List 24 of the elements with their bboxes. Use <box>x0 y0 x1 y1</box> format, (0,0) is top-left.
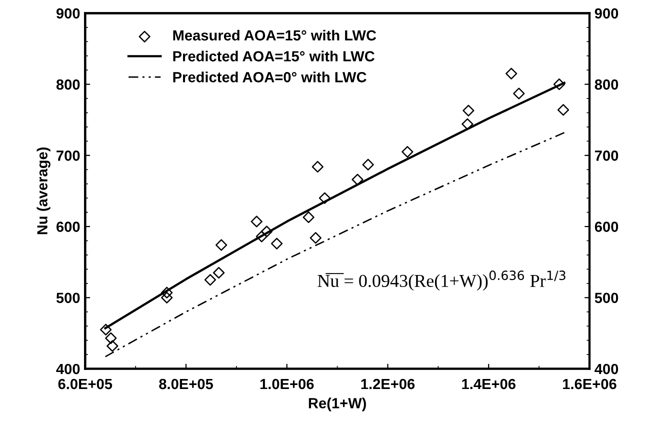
x-tick-label: 8.0E+05 <box>159 378 213 390</box>
x-tick-label: 1.0E+06 <box>260 378 314 390</box>
legend-label: Predicted AOA=15° with LWC <box>173 50 374 62</box>
annotation: N̅u̅ = 0.0943(Re(1+W))$^{0.636}$ Pr$^{1/3}$ <box>318 270 566 291</box>
y-tick-label: 600 <box>56 222 80 232</box>
y-tick-label: 900 <box>56 8 80 19</box>
y2-tick-label: 800 <box>594 79 618 90</box>
y2-tick-label: 400 <box>594 364 618 374</box>
y-tick-label: 500 <box>56 292 80 304</box>
x-tick-label: 1.2E+06 <box>361 378 415 390</box>
legend-label: Measured AOA=15° with LWC <box>173 30 376 41</box>
x-tick-label: 6.0E+05 <box>58 378 112 390</box>
x-axis-title: Re(1+W) <box>308 398 366 412</box>
y-tick-label: 400 <box>56 364 80 374</box>
y2-tick-label: 900 <box>594 8 618 19</box>
y2-tick-label: 500 <box>594 292 618 304</box>
y-tick-label: 700 <box>56 150 80 161</box>
legend-label: Predicted AOA=0° with LWC <box>173 72 366 82</box>
y-axis-title: Nu (average) <box>36 148 50 234</box>
y2-tick-label: 600 <box>594 222 618 232</box>
y-tick-label: 800 <box>56 79 80 90</box>
x-tick-label: 1.4E+06 <box>462 378 516 390</box>
y2-tick-label: 700 <box>594 150 618 161</box>
x-tick-label: 1.6E+06 <box>563 378 616 390</box>
